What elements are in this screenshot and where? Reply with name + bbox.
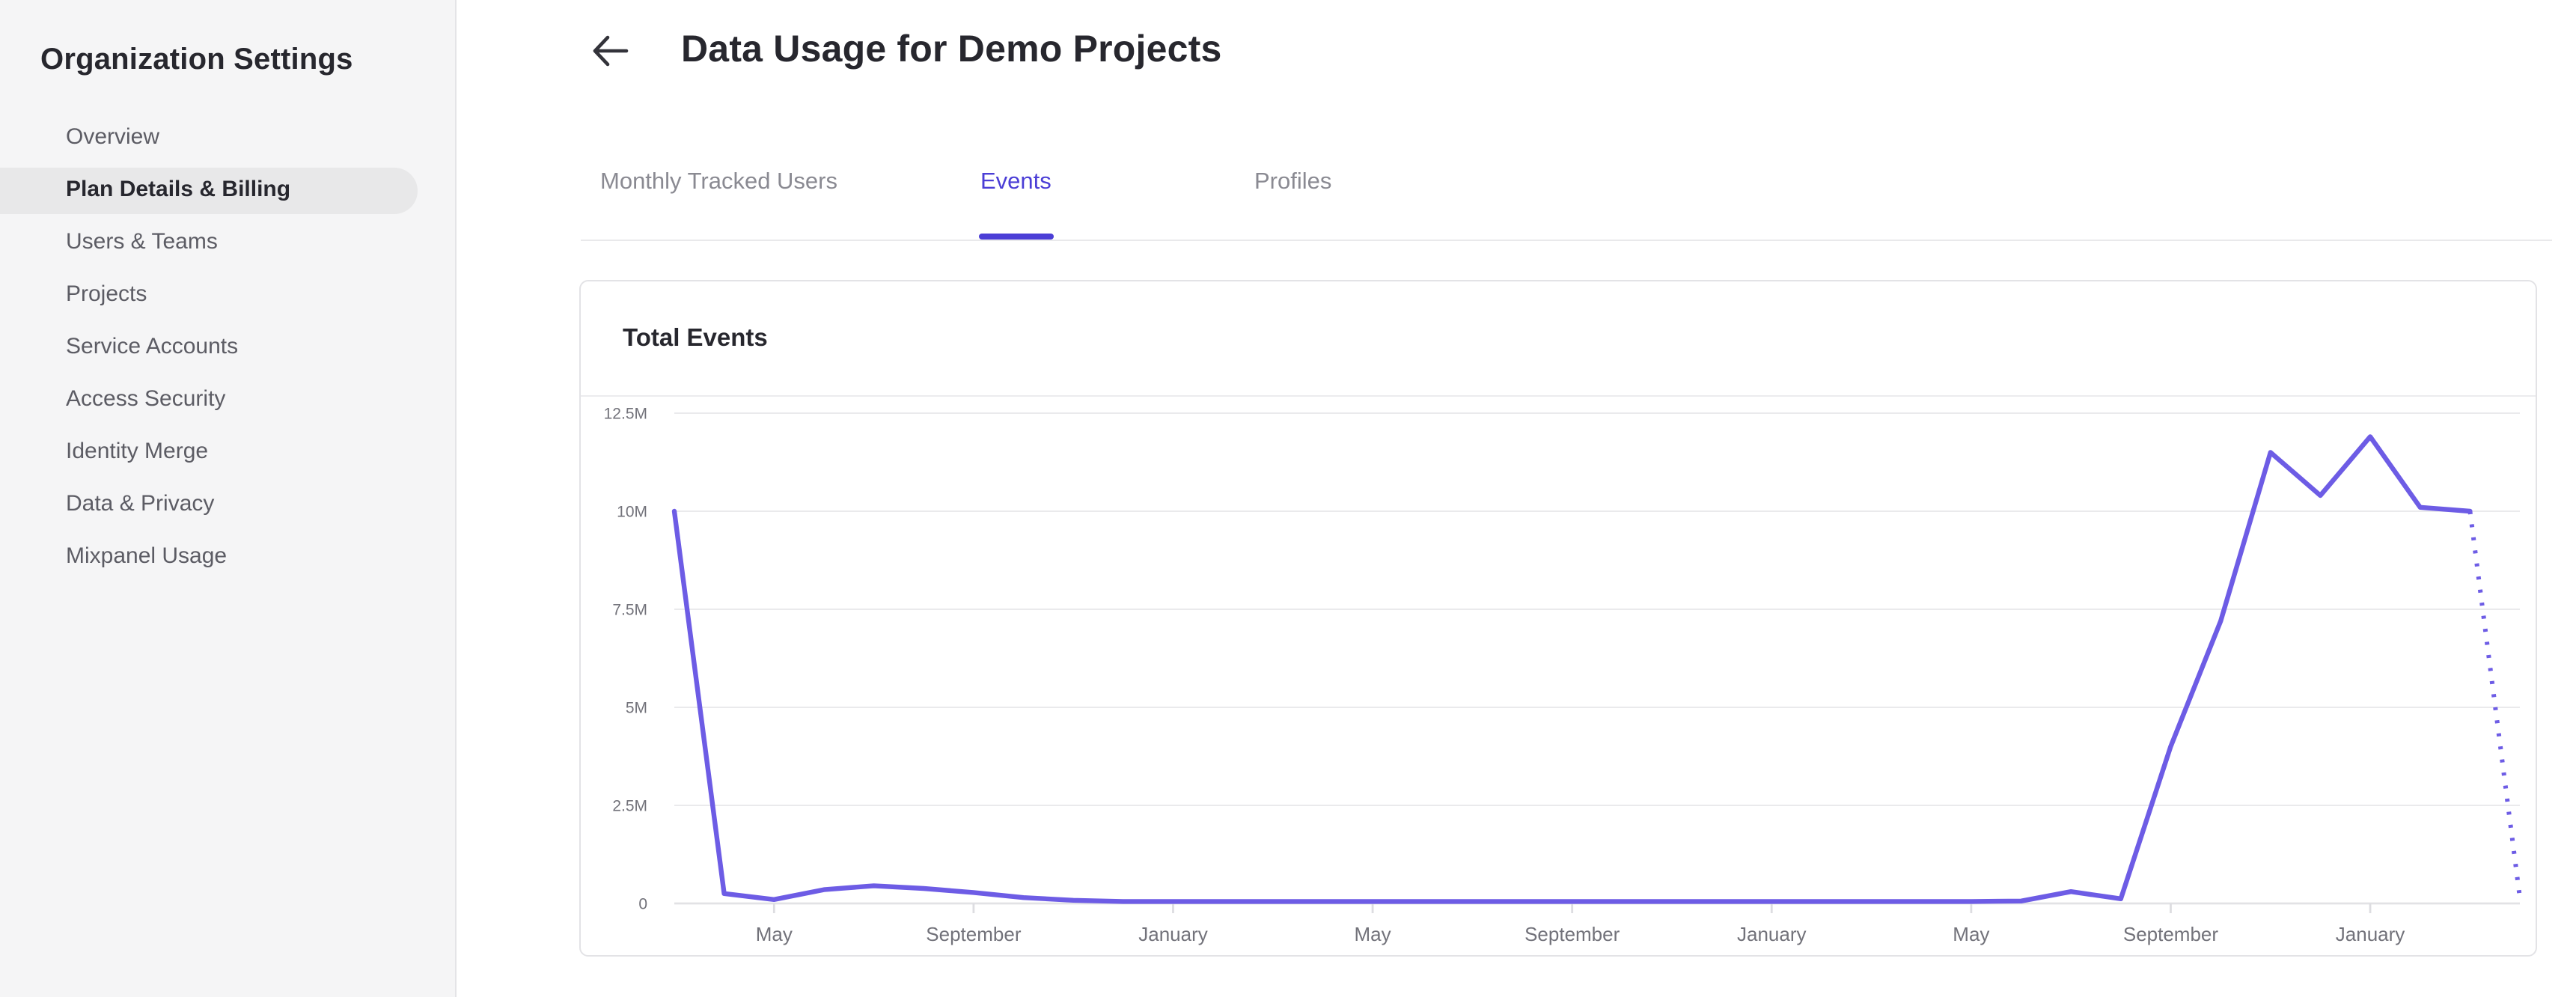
svg-text:September: September <box>1524 923 1620 945</box>
sidebar-item-projects[interactable]: Projects <box>66 281 147 307</box>
sidebar-nav: Overview Plan Details & Billing Users & Te… <box>0 115 455 587</box>
svg-text:January: January <box>1737 923 1807 945</box>
series-lines <box>671 434 2522 904</box>
y-axis-labels: 12.5M 10M 7.5M 5M 2.5M 0 <box>604 405 647 912</box>
svg-text:September: September <box>2123 923 2219 945</box>
x-axis-ticks <box>772 903 2372 913</box>
svg-text:7.5M: 7.5M <box>612 601 647 618</box>
svg-text:May: May <box>1953 923 1989 945</box>
tab-monthly-tracked-users[interactable]: Monthly Tracked Users <box>600 169 837 195</box>
back-button[interactable] <box>590 31 630 70</box>
sidebar-item-mixpanel-usage[interactable]: Mixpanel Usage <box>66 543 228 569</box>
chart-title: Total Events <box>623 325 768 352</box>
series-dotted <box>2467 510 2522 898</box>
sidebar: Organization Settings Overview Plan Detai… <box>0 0 457 997</box>
svg-text:2.5M: 2.5M <box>612 797 647 814</box>
svg-text:0: 0 <box>638 895 647 912</box>
tab-profiles[interactable]: Profiles <box>1254 169 1332 195</box>
card-header-divider <box>581 394 2536 396</box>
sidebar-item-identity-merge[interactable]: Identity Merge <box>66 439 209 464</box>
sidebar-item-users-teams[interactable]: Users & Teams <box>66 229 218 254</box>
tabs-divider <box>581 240 2552 242</box>
gridlines <box>674 412 2520 905</box>
x-axis-labels: May September January May September January Ma… <box>756 923 2405 945</box>
tab-events[interactable]: Events <box>980 169 1052 195</box>
total-events-card: Total Events 12.5M 10M 7.5M 5M 2.5M 0 May Septe… <box>579 280 2537 957</box>
series-solid <box>671 434 2473 904</box>
sidebar-item-plan-details-billing[interactable]: Plan Details & Billing <box>0 168 418 213</box>
left-arrow-icon <box>593 35 629 67</box>
sidebar-item-service-accounts[interactable]: Service Accounts <box>66 334 239 359</box>
active-tab-underline <box>979 234 1054 240</box>
svg-text:January: January <box>2336 923 2405 945</box>
svg-text:12.5M: 12.5M <box>604 405 647 422</box>
svg-text:January: January <box>1138 923 1208 945</box>
svg-text:September: September <box>926 923 1022 945</box>
svg-text:May: May <box>756 923 793 945</box>
sidebar-item-overview[interactable]: Overview <box>66 124 160 150</box>
sidebar-item-access-security[interactable]: Access Security <box>66 386 226 412</box>
svg-text:May: May <box>1355 923 1391 945</box>
page-title: Data Usage for Demo Projects <box>681 28 1222 70</box>
sidebar-title: Organization Settings <box>40 43 353 76</box>
svg-text:10M: 10M <box>617 503 647 520</box>
svg-text:5M: 5M <box>626 699 647 716</box>
sidebar-item-data-privacy[interactable]: Data & Privacy <box>66 491 215 516</box>
